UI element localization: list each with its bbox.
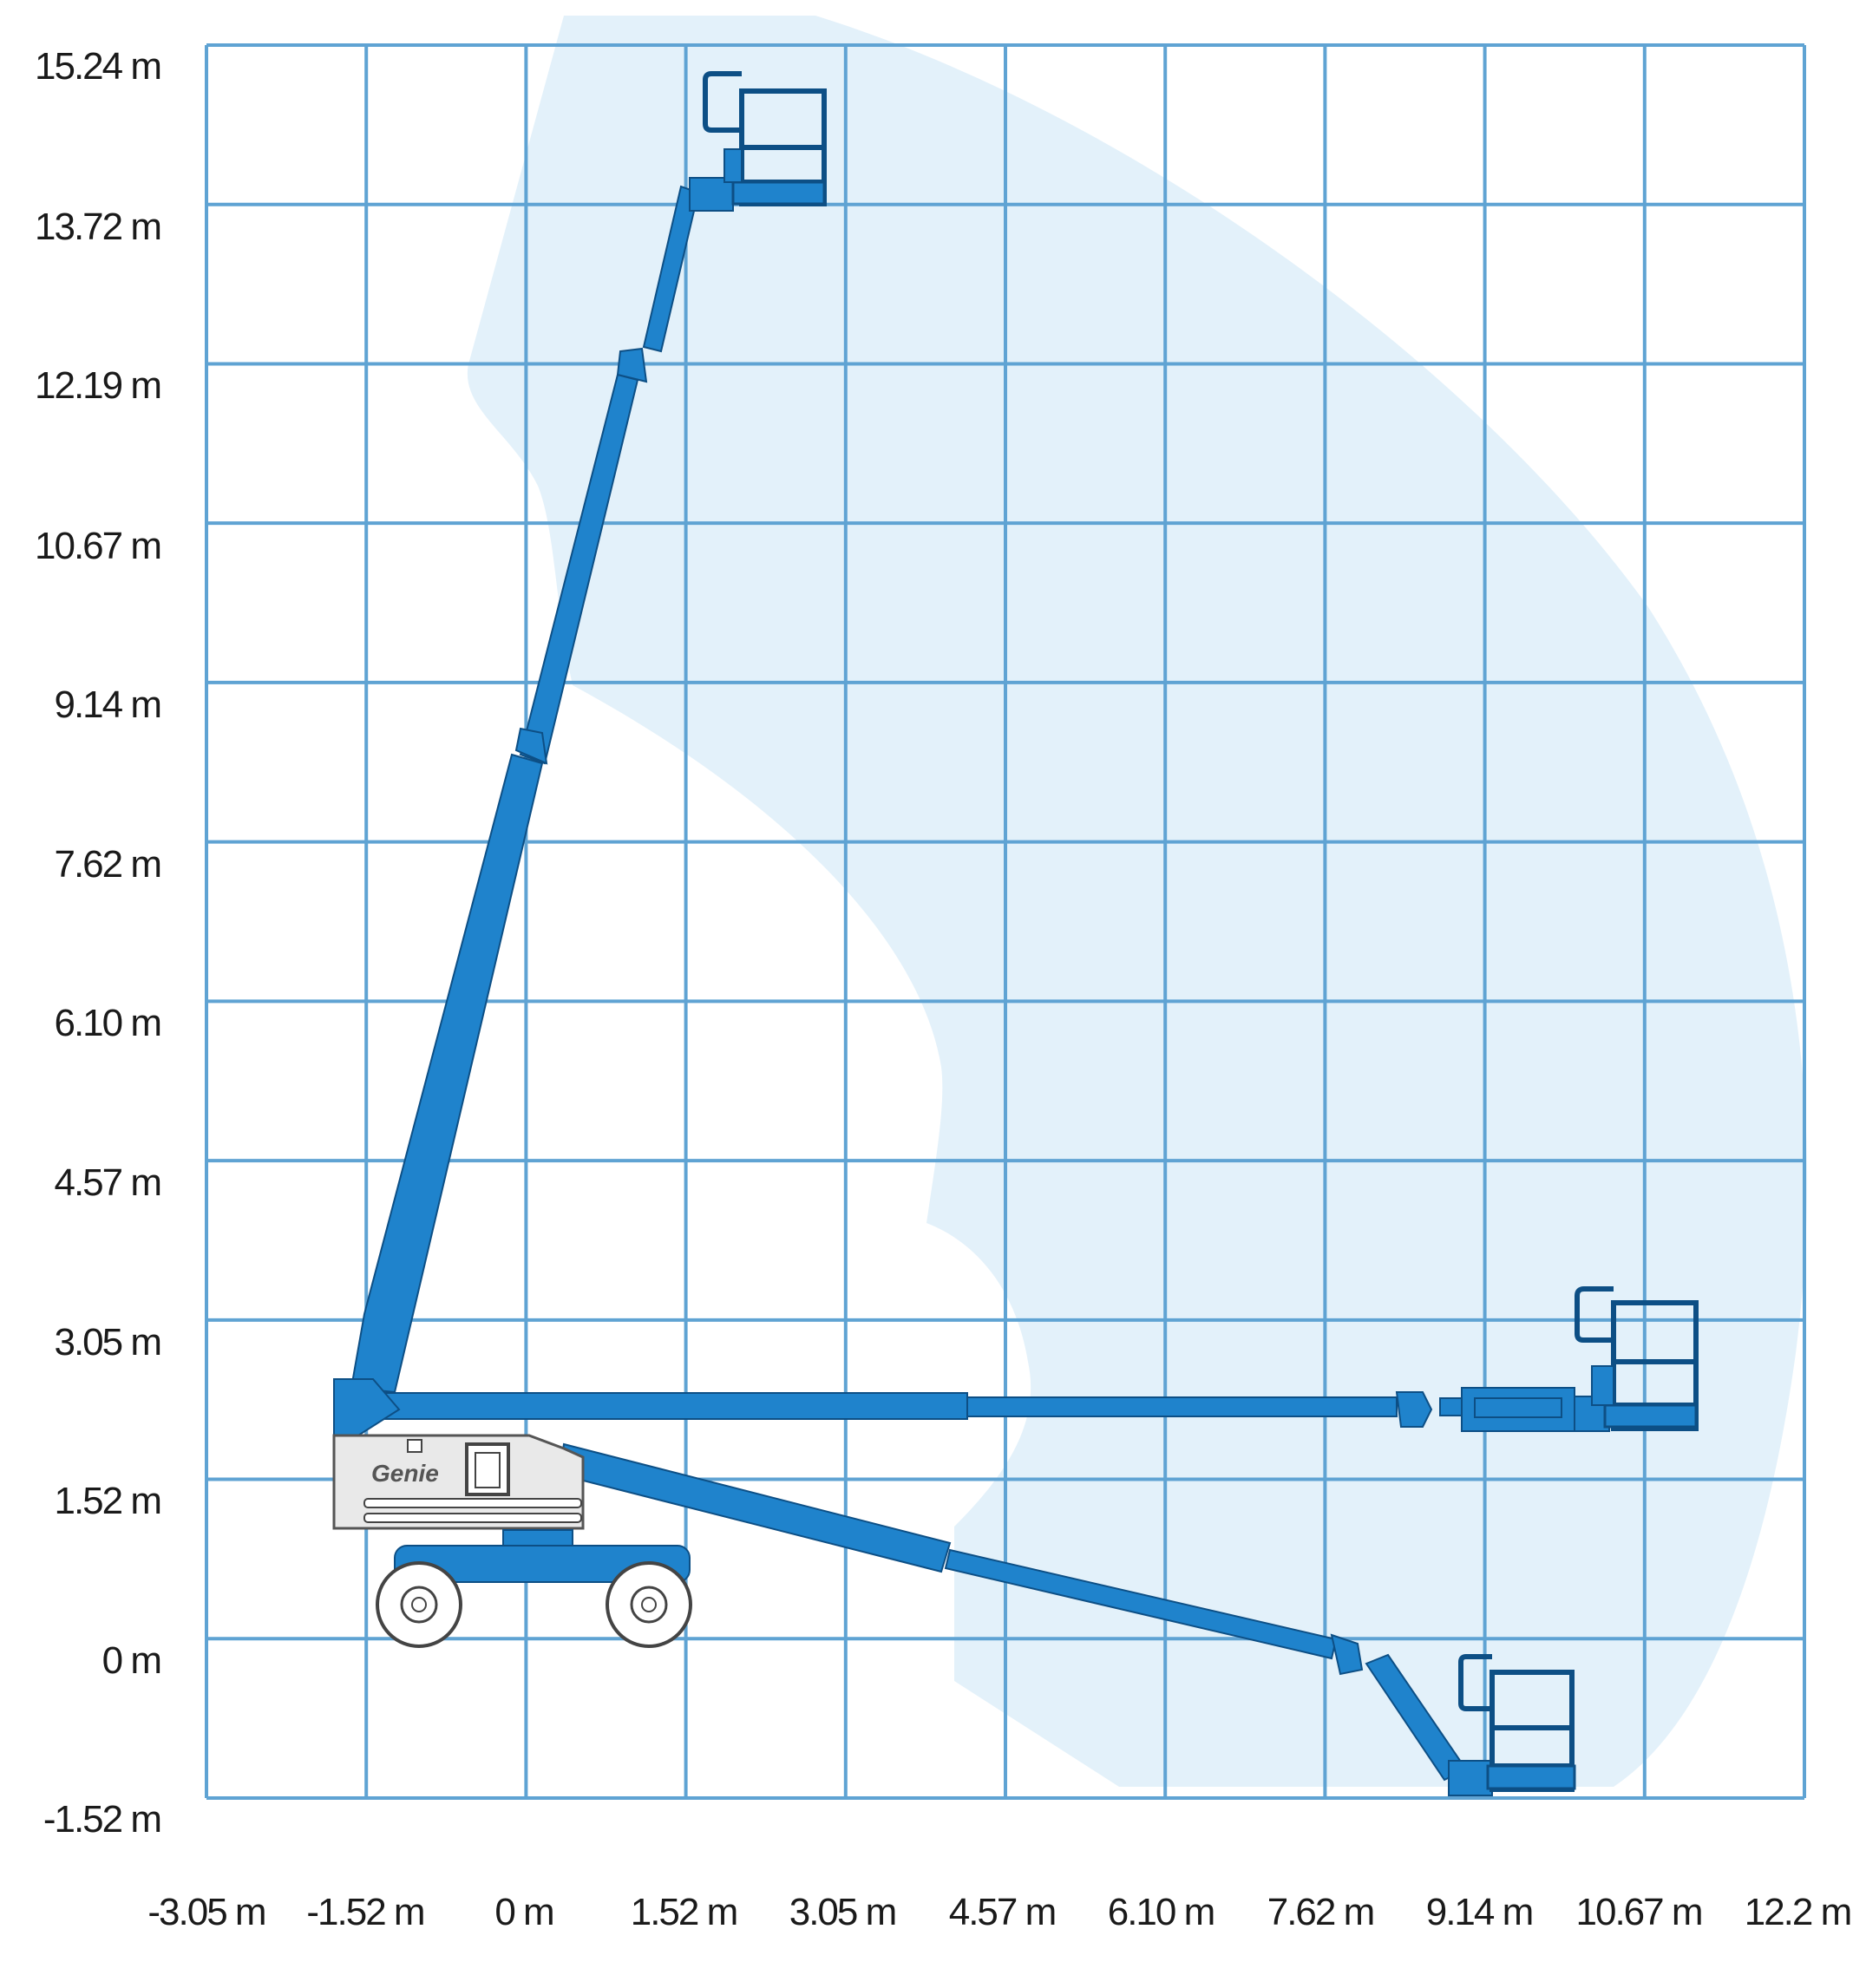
x-axis-label: 12.2 m bbox=[1744, 1891, 1853, 1933]
x-axis-label: 10.67 m bbox=[1575, 1891, 1704, 1933]
y-axis-label: -1.52 m bbox=[43, 1798, 162, 1841]
rear-wheel bbox=[606, 1561, 692, 1648]
working-envelope-area bbox=[467, 16, 1808, 1787]
platform-basket-below bbox=[1458, 1654, 1576, 1792]
x-axis-label: 6.10 m bbox=[1107, 1891, 1216, 1933]
platform-basket-top bbox=[703, 71, 827, 206]
x-axis-label: -1.52 m bbox=[306, 1891, 425, 1933]
machine-base bbox=[332, 1378, 691, 1583]
horizontal-boom bbox=[372, 1387, 1610, 1432]
front-wheel bbox=[376, 1561, 462, 1648]
x-axis-label: 1.52 m bbox=[630, 1891, 739, 1933]
x-axis-label: 3.05 m bbox=[789, 1891, 898, 1933]
y-axis-label: 6.10 m bbox=[54, 1002, 162, 1044]
y-axis-label: 9.14 m bbox=[54, 683, 162, 726]
y-axis-label: 1.52 m bbox=[54, 1480, 162, 1522]
y-axis-label: 10.67 m bbox=[35, 525, 162, 567]
x-axis-label: -3.05 m bbox=[147, 1891, 266, 1933]
x-axis-label: 4.57 m bbox=[948, 1891, 1057, 1933]
brand-logo: Genie bbox=[371, 1460, 439, 1487]
x-axis-label: 7.62 m bbox=[1267, 1891, 1376, 1933]
y-axis-label: 3.05 m bbox=[54, 1321, 162, 1363]
x-axis-label: 0 m bbox=[494, 1891, 554, 1933]
y-axis-label: 13.72 m bbox=[35, 206, 162, 248]
y-axis-label: 7.62 m bbox=[54, 843, 162, 886]
y-axis-label: 12.19 m bbox=[35, 364, 162, 407]
x-axis-label: 9.14 m bbox=[1425, 1891, 1535, 1933]
raised-boom bbox=[350, 177, 734, 1394]
platform-basket-horizontal bbox=[1575, 1286, 1699, 1431]
y-axis-label: 4.57 m bbox=[54, 1161, 162, 1204]
y-axis-label: 15.24 m bbox=[35, 45, 162, 88]
y-axis-label: 0 m bbox=[101, 1639, 162, 1682]
